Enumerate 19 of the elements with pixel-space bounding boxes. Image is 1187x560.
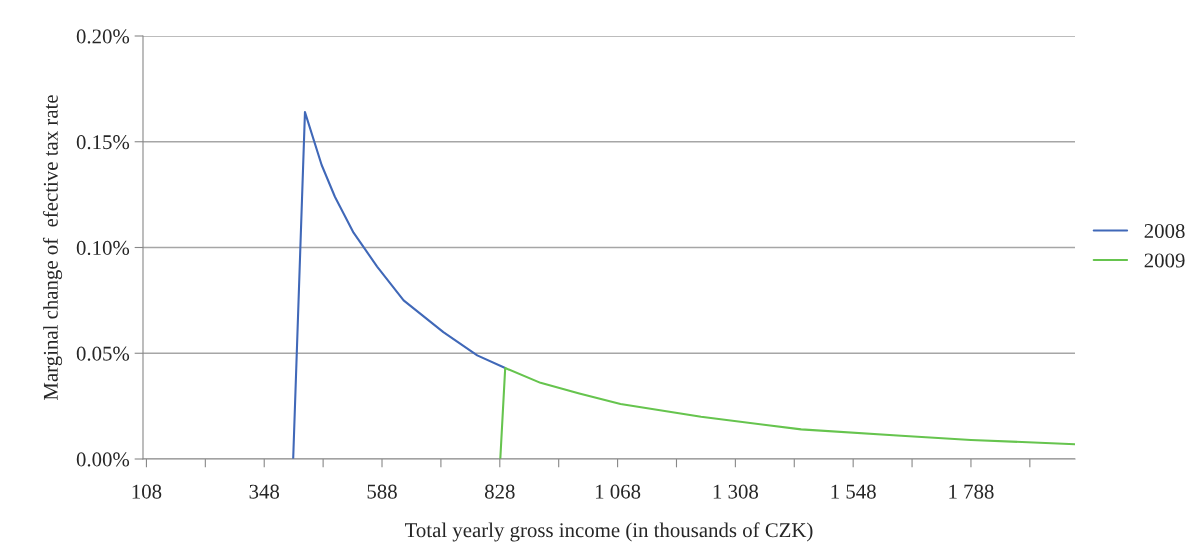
y-tick-label: 0.00% — [76, 452, 130, 467]
x-tick-label: 348 — [249, 484, 280, 499]
legend-label: 2009 — [1144, 253, 1185, 268]
x-tick-label: 828 — [484, 484, 515, 499]
y-tick-label: 0.15% — [76, 135, 130, 150]
x-tick-label: 588 — [367, 484, 397, 499]
x-tick-label: 1 788 — [949, 484, 994, 499]
y-axis-title: Marginal change of efective tax rate — [42, 95, 63, 400]
line-series — [292, 111, 507, 459]
x-tick-label: 1 308 — [713, 484, 759, 499]
legend-label: 2008 — [1144, 224, 1185, 239]
x-tick-label: 1 068 — [595, 484, 641, 499]
x-tick-label: 1 548 — [831, 484, 876, 499]
x-axis-title: Total yearly gross income (in thousands of CZK) — [405, 522, 813, 542]
line-series — [499, 367, 1075, 459]
y-tick-label: 0.20% — [76, 29, 130, 44]
x-tick-label: 108 — [132, 484, 162, 499]
y-tick-label: 0.05% — [76, 346, 130, 361]
y-tick-label: 0.10% — [76, 240, 130, 256]
